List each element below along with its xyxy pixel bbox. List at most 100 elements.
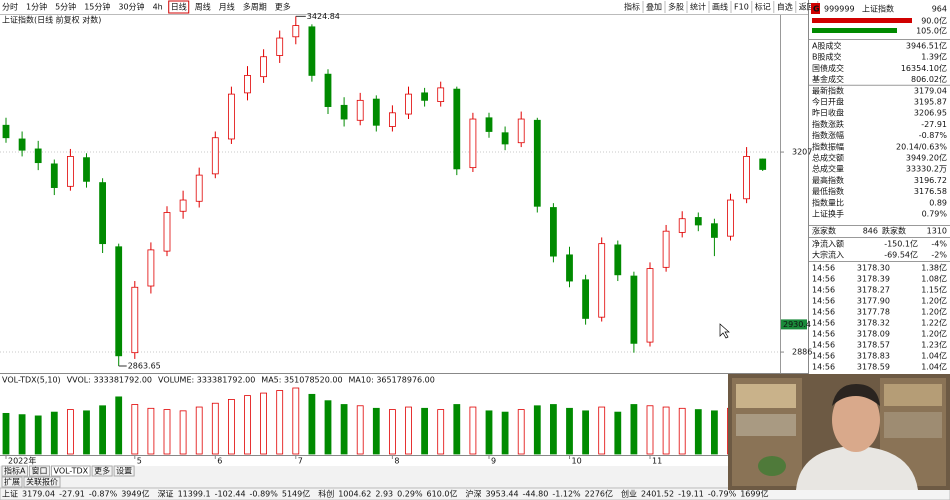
flow-value: -69.54亿: [884, 250, 918, 260]
tick-price: 3177.78: [857, 308, 890, 317]
tool-button[interactable]: 统计: [690, 2, 706, 12]
tool-button[interactable]: 标记: [755, 2, 771, 12]
tool-button[interactable]: 叠加: [646, 2, 662, 12]
quote-label: 国债成交: [812, 63, 844, 73]
status-item: 1699亿: [740, 489, 768, 499]
volume-bar: [421, 407, 429, 455]
tick-time: 14:56: [812, 275, 835, 284]
status-item: 3953.44: [485, 490, 518, 499]
tool-button[interactable]: 自选: [777, 2, 793, 12]
y-tick-label: 3207: [792, 148, 812, 157]
tab[interactable]: 指标A: [4, 466, 26, 476]
volume-bar: [372, 407, 380, 455]
tick-price: 3178.39: [857, 275, 890, 284]
quote-label: 总成交量: [812, 164, 844, 174]
candle-body: [99, 182, 106, 245]
quote-label: 基金成交: [812, 74, 844, 84]
quote-value: 3196.72: [914, 176, 947, 185]
volume-header: VOLUME: 333381792.00: [158, 376, 255, 385]
volume-bar: [630, 404, 638, 455]
quote-value: -27.91: [921, 120, 947, 129]
tool-button[interactable]: 指标: [624, 2, 640, 12]
tool-button[interactable]: 返回: [799, 3, 815, 12]
volume-bar: [147, 407, 155, 455]
quote-label: 最新指数: [812, 85, 844, 95]
x-tick-label: 2022年: [8, 456, 36, 466]
volume-bar: [405, 406, 412, 455]
status-item: -0.79%: [708, 490, 737, 499]
breadth-label: 跌家数: [882, 226, 906, 236]
status-item: 610.0亿: [427, 489, 458, 499]
candle-body: [405, 93, 412, 115]
tick-volume: 1.04亿: [921, 362, 947, 372]
candle-body: [324, 73, 332, 107]
volume-bar: [83, 410, 90, 455]
tick-time: 14:56: [812, 363, 835, 372]
tab[interactable]: 扩展: [4, 477, 20, 487]
tab[interactable]: VOL-TDX: [53, 467, 88, 476]
period-tab[interactable]: 周线: [195, 2, 211, 12]
period-tab[interactable]: 1分钟: [26, 2, 47, 12]
candle-body: [340, 104, 348, 120]
period-tab[interactable]: 日线: [171, 2, 187, 12]
flow-value: -150.1亿: [884, 239, 918, 249]
status-item: 0.29%: [397, 490, 423, 499]
volume-bar: [99, 405, 106, 455]
tick-time: 14:56: [812, 341, 835, 350]
quote-label: 今日开盘: [812, 97, 844, 107]
period-tab[interactable]: 5分钟: [55, 2, 76, 12]
volume-bar: [308, 393, 316, 455]
tab[interactable]: 更多: [94, 466, 110, 476]
volume-bar: [67, 409, 74, 455]
volume-bar: [694, 409, 702, 455]
period-tab[interactable]: 4h: [153, 3, 163, 12]
period-tab[interactable]: 30分钟: [118, 2, 144, 12]
quote-extra: 964: [932, 5, 947, 14]
candle-body: [67, 156, 74, 187]
candle-body: [630, 275, 638, 344]
period-tab[interactable]: 多周期: [243, 2, 267, 12]
volume-bar: [244, 395, 251, 455]
period-tab[interactable]: 月线: [219, 2, 235, 12]
volume-bar: [18, 414, 26, 455]
status-item: -44.80: [523, 490, 549, 499]
tick-volume: 1.04亿: [921, 351, 947, 361]
candle-body: [517, 118, 525, 144]
tab[interactable]: 窗口: [31, 466, 47, 476]
period-tab[interactable]: 更多: [275, 2, 291, 12]
tick-price: 3178.32: [857, 319, 890, 328]
volume-bar: [662, 406, 670, 455]
tab[interactable]: 设置: [116, 466, 132, 476]
candle-body: [694, 217, 702, 226]
volume-header: VVOL: 333381792.00: [67, 376, 152, 385]
tick-time: 14:56: [812, 308, 835, 317]
tick-time: 14:56: [812, 286, 835, 295]
candle-body: [759, 158, 767, 170]
active-tab-box: [168, 0, 190, 14]
status-item: 1004.62: [338, 490, 371, 499]
tool-button[interactable]: 多股: [668, 2, 684, 12]
candle-body: [582, 279, 589, 319]
books: [736, 414, 796, 436]
x-tick-label: 9: [491, 457, 496, 466]
breadth-value: 1310: [927, 227, 947, 236]
quote-value: 33330.2万: [906, 165, 947, 174]
volume-bar: [646, 405, 654, 455]
tool-button[interactable]: F10: [734, 3, 749, 12]
volume-header: MA5: 351078520.00: [261, 376, 342, 385]
quote-value: 1.39亿: [921, 52, 947, 62]
bar-label: 105.0亿: [916, 26, 947, 36]
quote-badge: G: [813, 5, 820, 14]
x-tick-label: 10: [572, 457, 582, 466]
volume-bar: [517, 409, 525, 455]
tick-price: 3178.30: [857, 264, 890, 273]
volume-bar: [614, 411, 622, 455]
tool-button[interactable]: 画线: [712, 2, 728, 12]
candle-body: [179, 199, 187, 212]
buy-bar: [812, 18, 912, 23]
period-tab[interactable]: 15分钟: [84, 2, 110, 12]
tab[interactable]: 关联报价: [26, 477, 58, 487]
status-item: -27.91: [59, 490, 85, 499]
volume-bar: [550, 404, 557, 455]
period-tab[interactable]: 分时: [2, 2, 18, 12]
